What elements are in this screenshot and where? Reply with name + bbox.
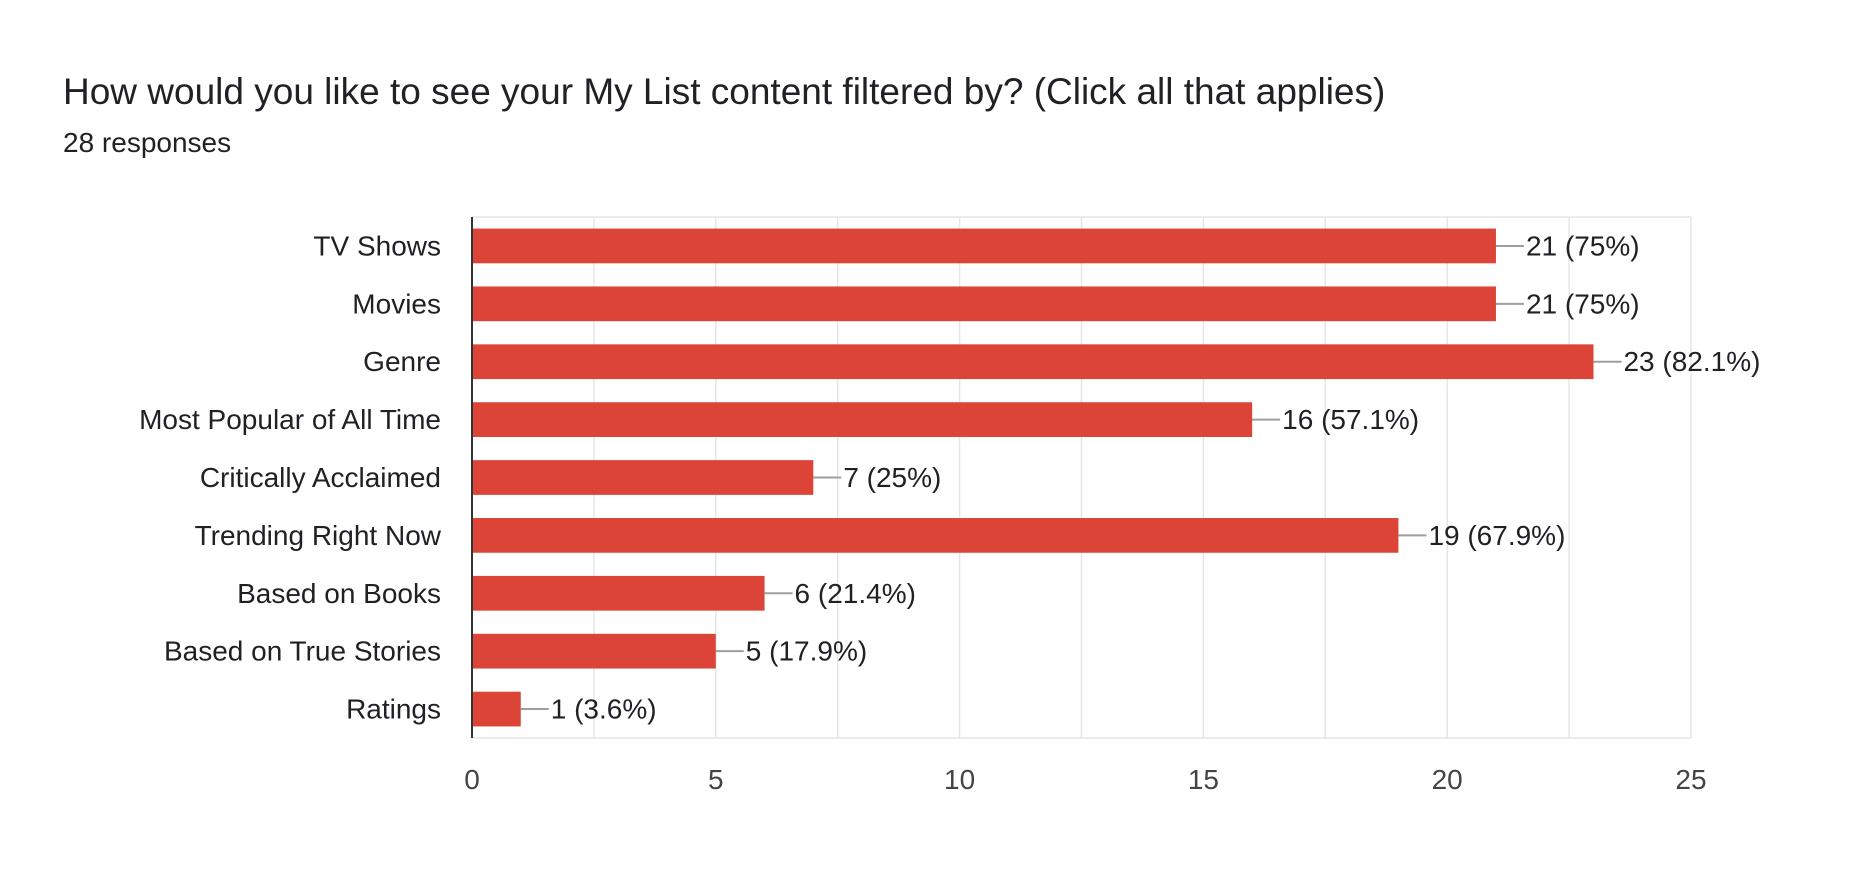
category-label: Based on Books: [237, 578, 441, 609]
data-label: 1 (3.6%): [551, 694, 657, 725]
x-tick-label: 20: [1432, 764, 1463, 795]
category-label: Critically Acclaimed: [200, 462, 441, 493]
data-label: 7 (25%): [843, 462, 941, 493]
data-label: 16 (57.1%): [1282, 404, 1419, 435]
bar: [472, 575, 765, 611]
data-label: 5 (17.9%): [746, 636, 867, 667]
category-label: Genre: [363, 346, 441, 377]
response-count: 28 responses: [63, 127, 232, 158]
bar: [472, 344, 1594, 380]
bar: [472, 228, 1496, 264]
bars: [472, 228, 1594, 727]
data-label: 23 (82.1%): [1623, 346, 1760, 377]
data-label: 6 (21.4%): [795, 578, 916, 609]
category-label: Ratings: [346, 694, 441, 725]
category-label: Most Popular of All Time: [139, 404, 441, 435]
data-label: 21 (75%): [1526, 288, 1640, 319]
bar: [472, 633, 716, 669]
category-label: Trending Right Now: [195, 520, 442, 551]
data-label: 19 (67.9%): [1428, 520, 1565, 551]
category-labels: TV Shows Movies Genre Most Popular of All T…: [139, 230, 442, 724]
x-tick-label: 10: [944, 764, 975, 795]
leader-lines: [520, 244, 1622, 711]
bar: [472, 286, 1496, 322]
chart-title: How would you like to see your My List c…: [63, 71, 1386, 112]
x-tick-labels: 0 5 10 15 20 25: [464, 764, 1706, 795]
category-label: Based on True Stories: [164, 636, 441, 667]
bar: [472, 518, 1399, 553]
bar: [472, 402, 1253, 437]
x-tick-label: 25: [1675, 764, 1706, 795]
data-labels: 21 (75%) 21 (75%) 23 (82.1%) 16 (57.1%) 7 (2…: [551, 230, 1761, 724]
bar: [472, 460, 814, 495]
category-label: TV Shows: [313, 230, 441, 261]
data-label: 21 (75%): [1526, 230, 1640, 261]
category-label: Movies: [352, 288, 441, 319]
x-tick-label: 0: [464, 764, 480, 795]
x-tick-label: 5: [708, 764, 724, 795]
x-tick-label: 15: [1188, 764, 1219, 795]
bar: [472, 691, 521, 727]
